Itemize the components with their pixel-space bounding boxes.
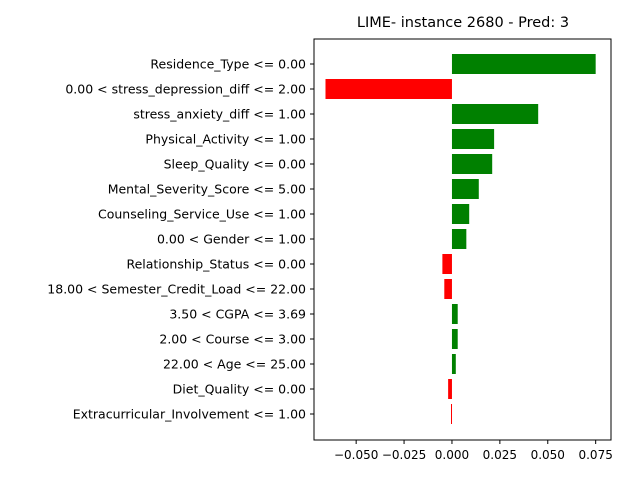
x-tick-label: 0.075: [578, 448, 612, 462]
y-tick-label: 22.00 < Age <= 25.00: [163, 357, 306, 372]
bar-residence-type-0-00: [451, 54, 596, 74]
x-tick-label: 0.050: [531, 448, 565, 462]
bar-0-00-gender-1-00: [451, 229, 467, 249]
bar-stress-anxiety-diff-1-00: [451, 104, 539, 124]
y-tick-label: stress_anxiety_diff <= 1.00: [133, 107, 306, 122]
bar-extracurricular-involvement-1-00: [451, 404, 453, 424]
bar-mental-severity-score-5-00: [451, 179, 479, 199]
bar-diet-quality-0-00: [448, 379, 452, 399]
y-tick-label: Diet_Quality <= 0.00: [173, 382, 306, 397]
y-tick-label: 3.50 < CGPA <= 3.69: [169, 307, 306, 322]
bar-2-00-course-3-00: [451, 329, 458, 349]
x-axis: −0.050 −0.025 0.000 0.025 0.050 0.075: [334, 440, 613, 462]
y-tick-label: 18.00 < Semester_Credit_Load <= 22.00: [47, 282, 306, 297]
y-tick-label: Extracurricular_Involvement <= 1.00: [73, 407, 306, 422]
y-tick-label: Sleep_Quality <= 0.00: [164, 157, 306, 172]
x-tick-label: −0.050: [334, 448, 378, 462]
plot-frame: [313, 38, 612, 441]
bar-18-00-semester-credit-load-22-00: [444, 279, 452, 299]
y-tick-label: 2.00 < Course <= 3.00: [159, 332, 306, 347]
bar-sleep-quality-0-00: [451, 154, 493, 174]
chart-title: LIME- instance 2680 - Pred: 3: [357, 15, 569, 31]
y-tick-label: Physical_Activity <= 1.00: [145, 132, 306, 147]
y-tick-label: Relationship_Status <= 0.00: [126, 257, 306, 272]
x-tick-label: 0.025: [483, 448, 517, 462]
x-tick-label: 0.000: [435, 448, 469, 462]
y-tick-label: Counseling_Service_Use <= 1.00: [98, 207, 306, 222]
bars-group: [325, 54, 596, 424]
bar-3-50-cgpa-3-69: [451, 304, 458, 324]
y-tick-label: 0.00 < stress_depression_diff <= 2.00: [65, 82, 306, 97]
y-tick-label: 0.00 < Gender <= 1.00: [157, 232, 306, 247]
bar-22-00-age-25-00: [451, 354, 456, 374]
bar-counseling-service-use-1-00: [451, 204, 470, 224]
y-tick-label: Mental_Severity_Score <= 5.00: [108, 182, 306, 197]
bar-0-00-stress-depression-diff-2-00: [325, 79, 452, 99]
bar-relationship-status-0-00: [442, 254, 452, 274]
y-tick-labels: Residence_Type <= 0.00 0.00 < stress_depr…: [47, 57, 314, 422]
y-tick-label: Residence_Type <= 0.00: [150, 57, 306, 72]
x-tick-label: −0.025: [382, 448, 426, 462]
bar-physical-activity-1-00: [451, 129, 495, 149]
